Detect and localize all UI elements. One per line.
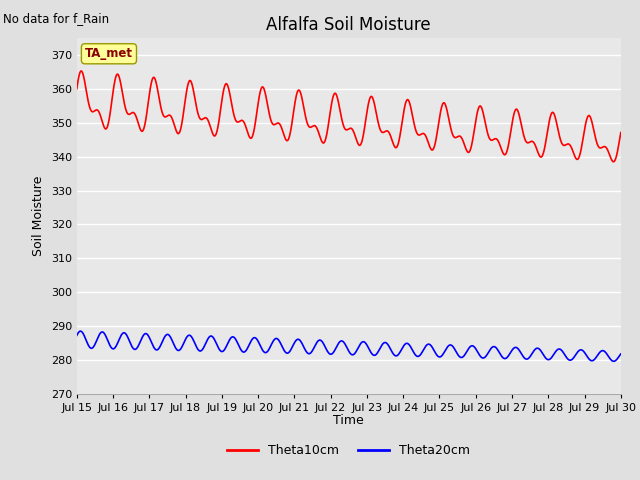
- X-axis label: Time: Time: [333, 414, 364, 427]
- Text: No data for f_Rain: No data for f_Rain: [3, 12, 109, 25]
- Text: TA_met: TA_met: [85, 47, 133, 60]
- Legend: Theta10cm, Theta20cm: Theta10cm, Theta20cm: [222, 439, 476, 462]
- Title: Alfalfa Soil Moisture: Alfalfa Soil Moisture: [266, 16, 431, 34]
- Y-axis label: Soil Moisture: Soil Moisture: [32, 176, 45, 256]
